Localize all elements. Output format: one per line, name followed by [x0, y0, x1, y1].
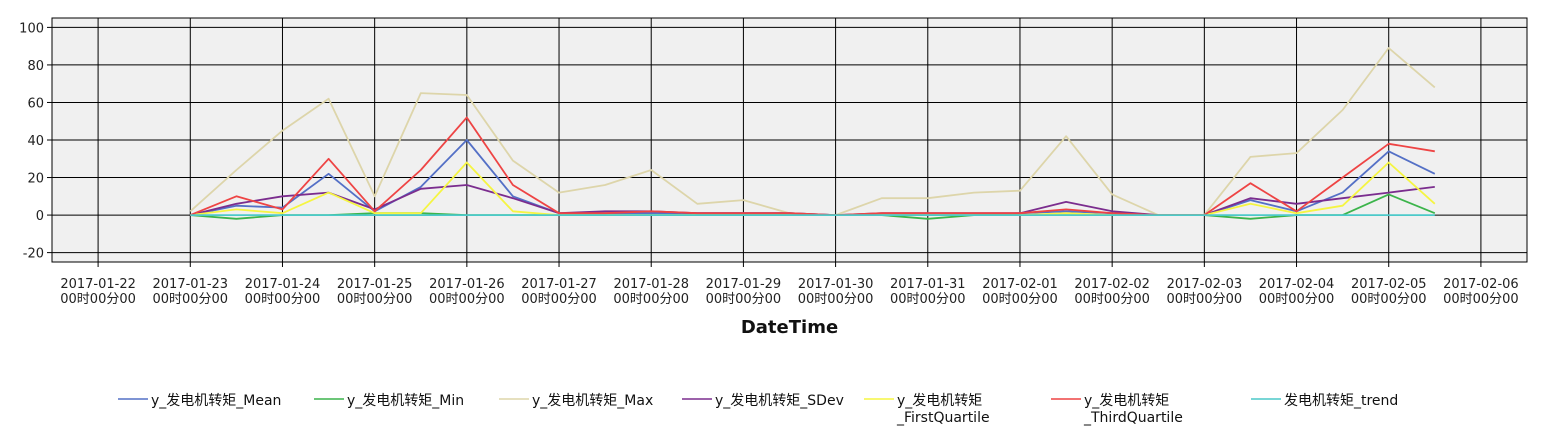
x-tick-label-date: 2017-01-28	[613, 277, 689, 292]
series-line-6	[189, 116, 1435, 217]
x-tick-label-time: 00时00分00	[152, 292, 228, 307]
y-axis-ticks: -20 0 20 40 60 80 100	[19, 21, 52, 262]
y-tick-label: -20	[23, 247, 44, 262]
x-tick-label-date: 2017-02-01	[982, 277, 1058, 292]
x-tick-label-time: 00时00分00	[1351, 292, 1427, 307]
x-tick-label-date: 2017-01-22	[60, 277, 136, 292]
legend-label: y_发电机转矩_SDev	[715, 393, 844, 409]
y-tick-label: 20	[27, 172, 44, 187]
x-tick-label-date: 2017-01-27	[521, 277, 597, 292]
x-tick-label-date: 2017-02-02	[1074, 277, 1150, 292]
x-tick-label-date: 2017-01-23	[153, 277, 229, 292]
x-axis-label: DateTime	[741, 317, 838, 338]
legend-label: y_发电机转矩	[1084, 393, 1169, 409]
legend: y_发电机转矩_Mean y_发电机转矩_Min y_发电机转矩_Max y_发电机转…	[118, 393, 1398, 426]
legend-label: 发电机转矩_trend	[1284, 393, 1398, 409]
x-tick-label-time: 00时00分00	[521, 292, 597, 307]
x-tick-label-time: 00时00分00	[613, 292, 689, 307]
legend-label: y_发电机转矩_Mean	[151, 393, 281, 409]
x-gridlines	[97, 18, 1482, 262]
x-tick-label-date: 2017-01-26	[429, 277, 505, 292]
x-tick-label-time: 00时00分00	[982, 292, 1058, 307]
y-tick-label: 80	[27, 59, 44, 74]
x-tick-label-time: 00时00分00	[890, 292, 966, 307]
y-tick-label: 40	[27, 134, 44, 149]
x-tick-label-time: 00时00分00	[1167, 292, 1243, 307]
y-tick-label: 60	[27, 96, 44, 111]
legend-label: y_发电机转矩	[897, 393, 982, 409]
x-tick-label-date: 2017-01-30	[798, 277, 874, 292]
x-axis-ticks: 2017-01-2200时00分002017-01-2300时00分002017…	[60, 262, 1519, 307]
x-tick-label-time: 00时00分00	[1443, 292, 1519, 307]
x-tick-label-time: 00时00分00	[60, 292, 136, 307]
x-tick-label-date: 2017-01-25	[337, 277, 413, 292]
y-tick-label: 100	[19, 21, 44, 36]
x-tick-label-date: 2017-01-31	[890, 277, 966, 292]
x-tick-label-time: 00时00分00	[1259, 292, 1335, 307]
legend-label: y_发电机转矩_Min	[347, 393, 464, 409]
x-tick-label-date: 2017-01-24	[245, 277, 321, 292]
x-tick-label-time: 00时00分00	[245, 292, 321, 307]
x-tick-label-date: 2017-02-03	[1167, 277, 1243, 292]
legend-label: y_发电机转矩_Max	[532, 393, 653, 409]
legend-label: _ThirdQuartile	[1083, 410, 1183, 426]
x-tick-label-date: 2017-02-05	[1351, 277, 1427, 292]
x-tick-label-time: 00时00分00	[706, 292, 782, 307]
series-lines	[189, 47, 1436, 220]
y-tick-label: 0	[36, 209, 44, 224]
legend-label: _FirstQuartile	[896, 410, 990, 426]
x-tick-label-date: 2017-02-06	[1443, 277, 1519, 292]
x-tick-label-date: 2017-02-04	[1259, 277, 1335, 292]
x-tick-label-time: 00时00分00	[429, 292, 505, 307]
x-tick-label-time: 00时00分00	[798, 292, 874, 307]
x-tick-label-time: 00时00分00	[1074, 292, 1150, 307]
x-tick-label-date: 2017-01-29	[706, 277, 782, 292]
x-tick-label-time: 00时00分00	[337, 292, 413, 307]
